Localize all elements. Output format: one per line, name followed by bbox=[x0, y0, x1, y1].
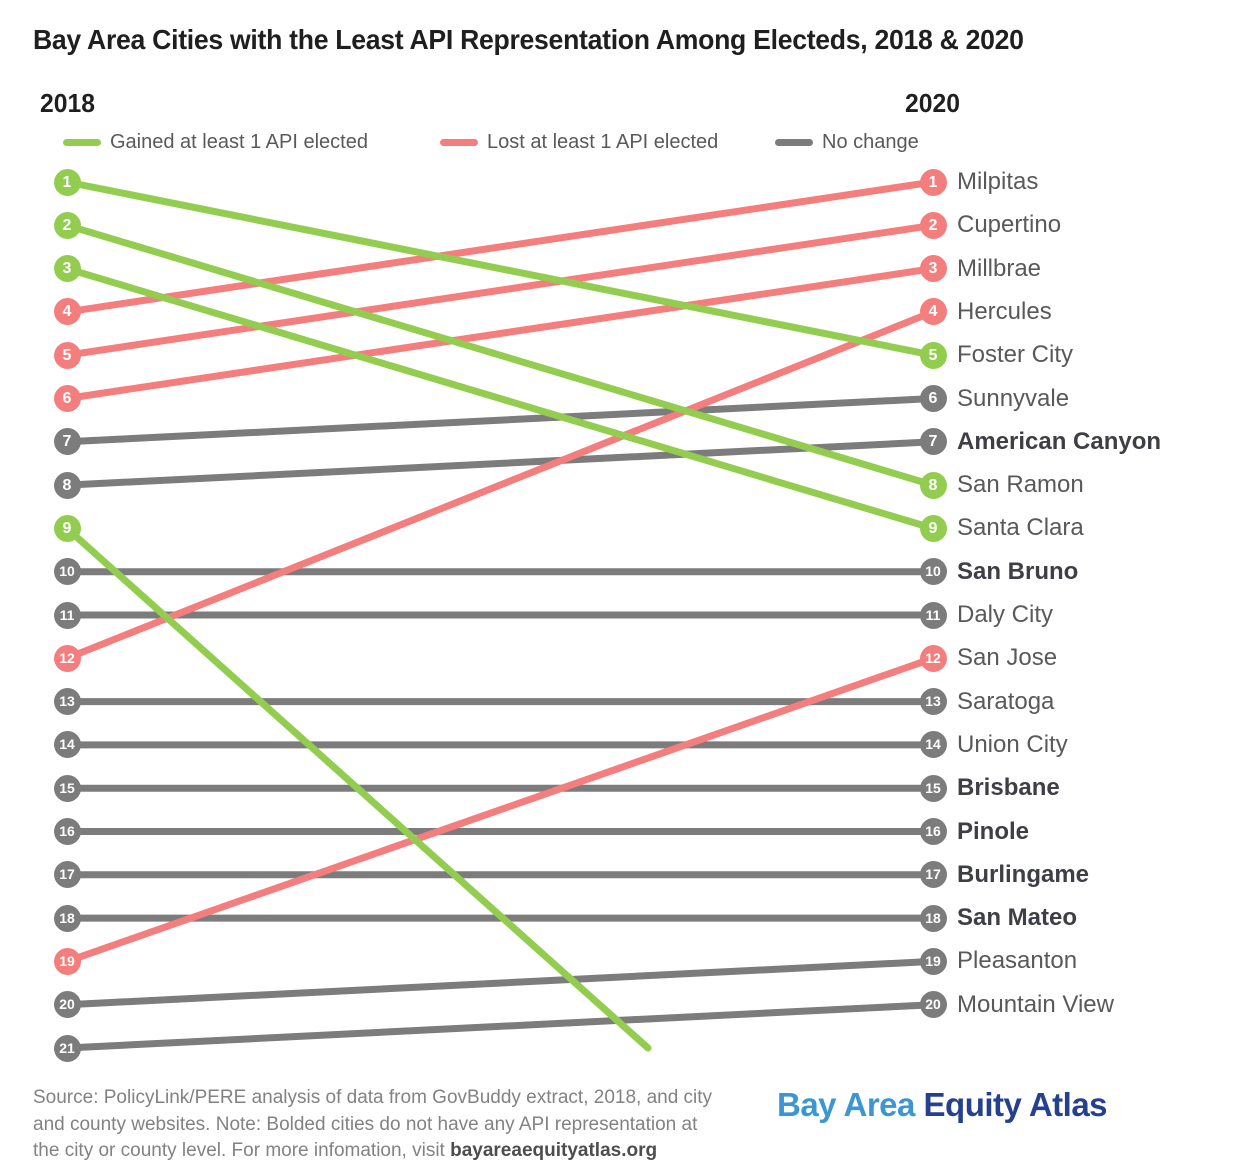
rank-circle-2020-15: 15 bbox=[919, 774, 947, 802]
rank-circle-2020-19: 19 bbox=[919, 947, 947, 975]
city-label-pinole: Pinole bbox=[957, 817, 1030, 845]
legend-label-gained: Gained at least 1 API elected bbox=[110, 130, 368, 153]
rank-circle-2018-16: 16 bbox=[53, 818, 81, 845]
city-label-pleasanton: Pleasanton bbox=[957, 947, 1078, 975]
slope-line-cupertino bbox=[63, 221, 937, 359]
rank-circle-2020-7: 7 bbox=[919, 428, 947, 456]
column-label-2020: 2020 bbox=[905, 88, 960, 118]
rank-circle-2018-15: 15 bbox=[53, 774, 81, 802]
source-url: bayareaequityatlas.org bbox=[450, 1140, 658, 1161]
rank-circle-2018-9: 9 bbox=[53, 514, 81, 542]
column-label-2018: 2018 bbox=[40, 88, 95, 118]
slope-line-santa-clara bbox=[63, 265, 937, 532]
rank-circle-2020-13: 13 bbox=[919, 688, 947, 716]
rank-circle-2018-12: 12 bbox=[53, 644, 81, 672]
rank-circle-2018-10: 10 bbox=[53, 558, 81, 586]
slope-line-pleasanton bbox=[63, 957, 937, 1009]
slope-line-hercules bbox=[63, 308, 937, 662]
rank-circle-2018-7: 7 bbox=[53, 428, 81, 456]
rank-circle-2018-4: 4 bbox=[53, 298, 81, 326]
legend-dash-no-change-icon bbox=[775, 138, 813, 146]
rank-circle-2018-19: 19 bbox=[53, 947, 81, 975]
rank-circle-2018-17: 17 bbox=[53, 861, 81, 889]
city-label-brisbane: Brisbane bbox=[957, 774, 1060, 802]
rank-circle-2020-11: 11 bbox=[919, 601, 947, 629]
city-label-american-canyon: American Canyon bbox=[957, 427, 1162, 455]
city-label-san-mateo: San Mateo bbox=[957, 904, 1078, 932]
city-label-milpitas: Milpitas bbox=[957, 168, 1039, 195]
logo-part-bay-area: Bay Area bbox=[777, 1086, 915, 1123]
source-note: Source: PolicyLink/PERE analysis of data… bbox=[33, 1085, 712, 1165]
city-label-santa-clara: Santa Clara bbox=[957, 514, 1084, 542]
legend-label-lost: Lost at least 1 API elected bbox=[487, 130, 719, 153]
legend-label-no-change: No change bbox=[822, 130, 919, 153]
source-line-3: the city or county level. For more infom… bbox=[33, 1140, 658, 1161]
rank-circle-2020-8: 8 bbox=[919, 471, 947, 499]
legend-item-no-change: No change bbox=[775, 129, 919, 155]
rank-circle-2020-1: 1 bbox=[919, 168, 947, 196]
rank-circle-2020-5: 5 bbox=[919, 341, 947, 369]
rank-circle-2020-17: 17 bbox=[919, 861, 947, 889]
rank-circle-2020-6: 6 bbox=[919, 385, 947, 412]
city-label-sunnyvale: Sunnyvale bbox=[957, 384, 1070, 412]
rank-circle-2020-18: 18 bbox=[919, 904, 947, 932]
rank-circle-2018-5: 5 bbox=[53, 341, 81, 369]
slope-line-sunnyvale bbox=[63, 395, 937, 446]
chart-title: Bay Area Cities with the Least API Repre… bbox=[33, 24, 1024, 55]
slope-line-american-canyon bbox=[63, 438, 937, 489]
slope-line-mountain-view bbox=[63, 1001, 937, 1052]
slope-line-rank-9 bbox=[63, 524, 652, 1052]
slope-line-san-jose bbox=[63, 654, 937, 965]
rank-circle-2020-2: 2 bbox=[919, 211, 947, 239]
slope-line-milpitas bbox=[63, 178, 937, 316]
rank-circle-2020-9: 9 bbox=[919, 514, 947, 542]
rank-circle-2020-16: 16 bbox=[919, 818, 947, 845]
city-label-daly-city: Daly City bbox=[957, 601, 1054, 628]
legend-item-gained: Gained at least 1 API elected bbox=[63, 129, 368, 155]
rank-circle-2018-14: 14 bbox=[53, 731, 81, 759]
rank-circle-2018-11: 11 bbox=[53, 601, 81, 629]
rank-circle-2018-21: 21 bbox=[53, 1034, 81, 1062]
rank-circle-2020-12: 12 bbox=[919, 644, 947, 672]
city-label-san-bruno: San Bruno bbox=[957, 557, 1079, 585]
rank-circle-2018-6: 6 bbox=[53, 385, 81, 412]
rank-circle-2020-10: 10 bbox=[919, 558, 947, 586]
city-label-foster-city: Foster City bbox=[957, 341, 1074, 369]
city-label-mountain-view: Mountain View bbox=[957, 990, 1114, 1018]
slope-line-millbrae bbox=[63, 265, 937, 402]
city-label-saratoga: Saratoga bbox=[957, 687, 1055, 715]
rank-circle-2020-14: 14 bbox=[919, 731, 947, 759]
source-line-2: and county websites. Note: Bolded cities… bbox=[33, 1113, 698, 1135]
logo-part-equity-atlas: Equity Atlas bbox=[923, 1086, 1108, 1123]
rank-circle-2018-1: 1 bbox=[53, 168, 81, 196]
city-label-cupertino: Cupertino bbox=[957, 211, 1062, 239]
rank-circle-2020-20: 20 bbox=[919, 991, 947, 1019]
city-label-hercules: Hercules bbox=[957, 297, 1052, 325]
legend-dash-lost-icon bbox=[440, 138, 478, 146]
source-line-1: Source: PolicyLink/PERE analysis of data… bbox=[33, 1087, 713, 1108]
slope-line-foster-city bbox=[63, 178, 937, 359]
slope-line-san-ramon bbox=[63, 221, 937, 489]
rank-circle-2020-4: 4 bbox=[919, 298, 947, 326]
city-label-burlingame: Burlingame bbox=[957, 860, 1090, 888]
rank-circle-2018-3: 3 bbox=[53, 255, 81, 283]
rank-circle-2018-2: 2 bbox=[53, 211, 81, 239]
rank-circle-2018-18: 18 bbox=[53, 904, 81, 932]
legend-dash-gained-icon bbox=[63, 138, 101, 146]
legend-item-lost: Lost at least 1 API elected bbox=[440, 129, 718, 155]
rank-circle-2020-3: 3 bbox=[919, 255, 947, 283]
rank-circle-2018-13: 13 bbox=[53, 688, 81, 716]
bay-area-equity-atlas-logo: Bay Area Equity Atlas bbox=[777, 1086, 1108, 1124]
city-label-millbrae: Millbrae bbox=[957, 254, 1042, 282]
rank-circle-2018-20: 20 bbox=[53, 991, 81, 1019]
rank-circle-2018-8: 8 bbox=[53, 471, 81, 499]
city-label-san-jose: San Jose bbox=[957, 644, 1058, 672]
city-label-union-city: Union City bbox=[957, 730, 1068, 758]
city-label-san-ramon: San Ramon bbox=[957, 471, 1084, 499]
